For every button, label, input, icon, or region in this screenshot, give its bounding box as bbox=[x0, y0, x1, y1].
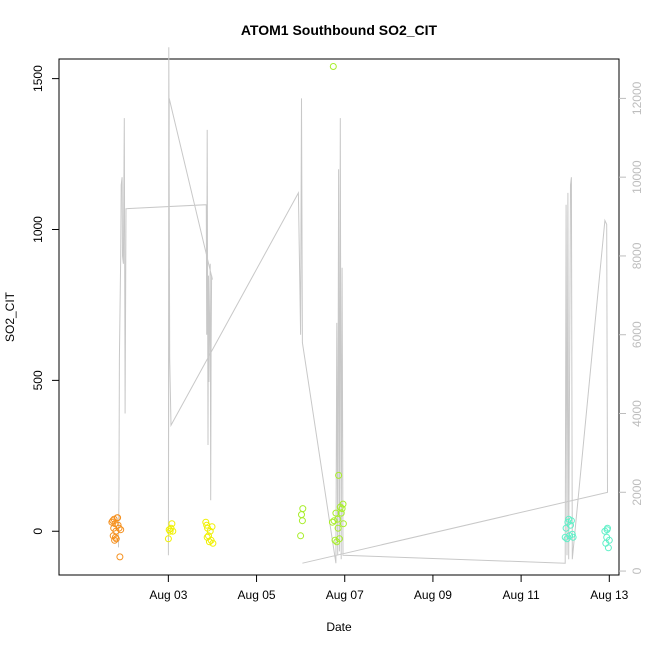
data-point-s3-9 bbox=[569, 533, 577, 541]
data-point-s3-15 bbox=[605, 536, 613, 544]
x-axis-label: Date bbox=[326, 620, 352, 634]
data-point-s0-4 bbox=[111, 536, 119, 544]
data-point-s1-1 bbox=[165, 526, 173, 534]
data-point-s2-11 bbox=[335, 471, 343, 479]
data-point-s2-14 bbox=[337, 509, 345, 517]
data-point-s2-4 bbox=[328, 518, 336, 526]
data-point-s3-6 bbox=[567, 521, 574, 529]
data-point-s1-0 bbox=[164, 535, 172, 543]
plot-frame bbox=[58, 58, 620, 576]
data-point-s2-5 bbox=[329, 63, 337, 70]
data-point-s2-7 bbox=[331, 536, 339, 544]
y2-tick-label-5: 10000 bbox=[630, 160, 644, 194]
data-point-s1-14 bbox=[209, 539, 217, 547]
data-point-s3-16 bbox=[603, 526, 611, 534]
data-point-s2-17 bbox=[339, 520, 347, 528]
data-point-s0-15 bbox=[111, 520, 119, 528]
data-point-s2-0 bbox=[297, 532, 305, 540]
data-point-s2-1 bbox=[298, 511, 305, 519]
secondary-y-axis: 0 2000 4000 6000 8000 10000 12000 bbox=[619, 81, 644, 574]
secondary-line-layer bbox=[118, 47, 609, 564]
data-point-s0-11 bbox=[115, 524, 123, 532]
x-tick-label-0: Aug 03 bbox=[149, 588, 187, 602]
data-point-s1-11 bbox=[206, 527, 214, 535]
x-tick-label-5: Aug 13 bbox=[590, 588, 628, 602]
data-point-s0-9 bbox=[114, 514, 122, 522]
scatter-points-layer bbox=[108, 63, 613, 561]
y2-tick-label-0: 0 bbox=[630, 567, 644, 574]
data-point-s2-2 bbox=[298, 517, 306, 525]
y2-tick-label-3: 6000 bbox=[630, 321, 644, 348]
chart-title: ATOM1 Southbound SO2_CIT bbox=[241, 22, 438, 38]
x-tick-label-2: Aug 07 bbox=[326, 588, 364, 602]
data-point-s2-6 bbox=[330, 517, 338, 525]
data-point-s2-10 bbox=[334, 515, 342, 523]
y-tick-label-2: 1000 bbox=[31, 216, 45, 243]
data-point-s3-14 bbox=[604, 544, 612, 552]
data-point-s2-3 bbox=[299, 505, 307, 513]
data-point-s1-13 bbox=[208, 523, 216, 531]
data-point-s3-8 bbox=[568, 530, 576, 538]
data-point-s2-8 bbox=[332, 509, 340, 517]
data-point-s1-15 bbox=[203, 533, 211, 541]
y-axis-label: SO2_CIT bbox=[3, 291, 17, 342]
data-point-s3-0 bbox=[561, 533, 569, 541]
x-tick-label-3: Aug 09 bbox=[414, 588, 452, 602]
y2-tick-label-6: 12000 bbox=[630, 81, 644, 115]
data-point-s0-12 bbox=[116, 553, 124, 561]
y-tick-label-3: 1500 bbox=[31, 65, 45, 92]
y2-tick-label-1: 2000 bbox=[630, 479, 644, 506]
data-point-s2-12 bbox=[335, 535, 343, 543]
secondary-series-line bbox=[118, 47, 609, 564]
y-tick-label-1: 500 bbox=[31, 370, 45, 390]
x-tick-label-1: Aug 05 bbox=[238, 588, 276, 602]
y2-tick-label-4: 8000 bbox=[630, 242, 644, 269]
data-point-s1-5 bbox=[169, 527, 177, 535]
data-point-s2-18 bbox=[334, 524, 342, 532]
data-point-s0-13 bbox=[117, 526, 125, 534]
data-point-s0-14 bbox=[109, 532, 117, 540]
y-tick-label-0: 0 bbox=[31, 528, 45, 535]
x-axis: Aug 03 Aug 05 Aug 07 Aug 09 Aug 11 Aug 13 bbox=[149, 575, 629, 602]
y2-tick-label-2: 4000 bbox=[630, 400, 644, 427]
data-point-s3-7 bbox=[567, 517, 575, 525]
data-point-s2-16 bbox=[339, 500, 347, 508]
y-axis: 0 500 1000 1500 bbox=[31, 65, 59, 535]
data-point-s1-4 bbox=[168, 520, 176, 528]
data-point-s1-2 bbox=[166, 527, 174, 535]
x-tick-label-4: Aug 11 bbox=[503, 588, 540, 602]
data-point-s2-15 bbox=[338, 505, 346, 513]
